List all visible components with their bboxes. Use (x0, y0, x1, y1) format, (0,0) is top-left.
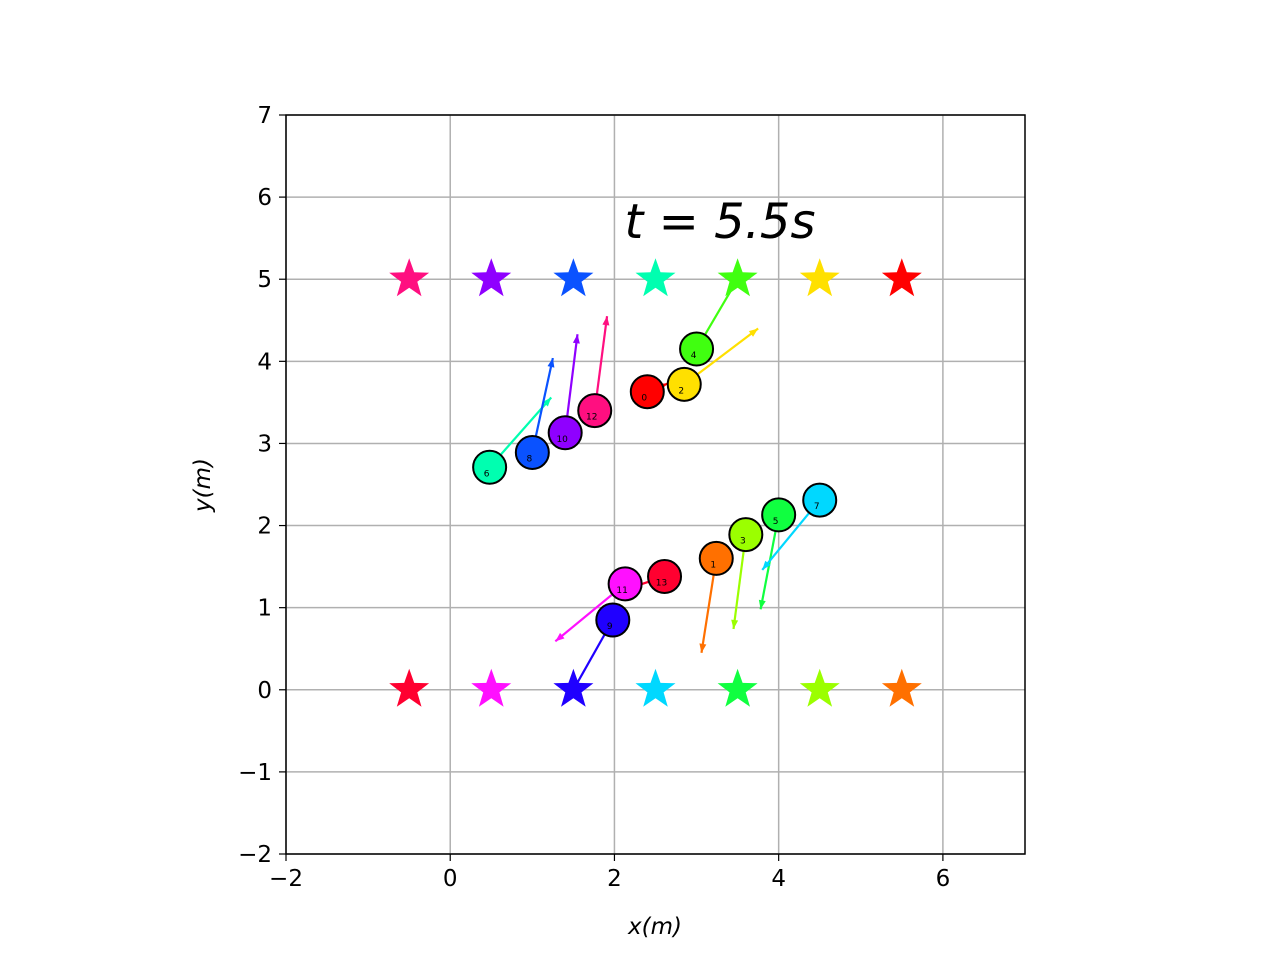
goal-star-icon (635, 258, 676, 297)
robot-marker (698, 540, 734, 576)
robot-id-label: 12 (586, 413, 597, 423)
velocity-arrow-head (758, 599, 766, 610)
x-tick-label: 6 (936, 866, 951, 892)
goal-star-icon (881, 668, 922, 707)
velocity-arrow-head (547, 358, 555, 368)
robot-id-label: 7 (814, 502, 820, 512)
robot-marker (547, 415, 583, 451)
robot-marker (595, 602, 631, 638)
robot-id-label: 9 (607, 622, 613, 632)
y-tick-label: 0 (257, 678, 272, 704)
robot-marker (629, 374, 665, 410)
plot-frame (285, 114, 1026, 855)
y-tick-label: 7 (257, 103, 272, 129)
robot-id-label: 10 (556, 435, 568, 445)
robot-marker (679, 331, 715, 367)
x-axis-label: x(m) (627, 914, 682, 940)
goal-star-icon (553, 258, 594, 297)
goal-star-icon (635, 668, 676, 707)
robot-id-label: 5 (773, 517, 779, 527)
goal-star-icon (389, 258, 430, 297)
y-tick-label: −1 (238, 760, 272, 786)
y-tick-label: 6 (257, 185, 272, 211)
goal-star-icon (389, 668, 430, 707)
robot-marker (472, 449, 508, 485)
robot-marker (728, 517, 764, 553)
y-axis-label: y(m) (190, 458, 216, 513)
velocity-arrows (488, 278, 821, 691)
robot-id-label: 1 (710, 560, 716, 570)
time-label: t = 5.5s (625, 194, 816, 250)
robot-marker (607, 566, 643, 602)
x-tick-label: 4 (771, 866, 786, 892)
y-tick-label: 3 (257, 431, 272, 457)
velocity-arrow-head (602, 316, 610, 326)
robot-id-label: 11 (616, 586, 627, 596)
robot-id-label: 6 (484, 469, 490, 479)
goal-star-icon (717, 258, 758, 297)
velocity-arrow-head (762, 560, 771, 570)
velocity-arrow-head (555, 632, 565, 642)
robot-marker (761, 497, 797, 533)
robot-marker (514, 434, 550, 470)
robot-id-label: 2 (678, 386, 684, 396)
velocity-arrow-head (699, 643, 707, 653)
goal-star-icon (881, 258, 922, 297)
velocity-arrow-head (573, 680, 581, 690)
robot-id-label: 13 (656, 578, 667, 588)
velocity-arrow-head (731, 619, 739, 630)
velocity-arrow-head (542, 397, 552, 407)
velocity-arrow-head (730, 279, 738, 289)
goal-star-icon (799, 258, 840, 297)
robot-marker (666, 366, 702, 402)
y-tick-label: 5 (257, 267, 272, 293)
y-tick-label: 1 (257, 596, 272, 622)
robot-id-label: 3 (740, 537, 746, 547)
y-tick-label: 2 (257, 514, 272, 540)
x-tick-label: 0 (443, 866, 458, 892)
goal-star-icon (717, 668, 758, 707)
y-tick-label: −2 (238, 842, 272, 868)
robot-id-label: 0 (641, 394, 647, 404)
x-tick-label: 2 (607, 866, 622, 892)
robot-marker (802, 482, 838, 518)
velocity-arrow-head (572, 334, 580, 344)
goal-star-icon (471, 258, 512, 297)
velocity-arrow-head (748, 328, 759, 337)
robot-id-label: 4 (691, 351, 697, 361)
x-tick-label: −2 (269, 866, 303, 892)
goal-star-icon (471, 668, 512, 707)
robot-marker (647, 558, 683, 594)
goal-markers (389, 258, 922, 707)
goal-star-icon (799, 668, 840, 707)
robot-id-label: 8 (526, 454, 532, 464)
robot-marker (577, 393, 613, 429)
y-tick-label: 4 (257, 349, 272, 375)
